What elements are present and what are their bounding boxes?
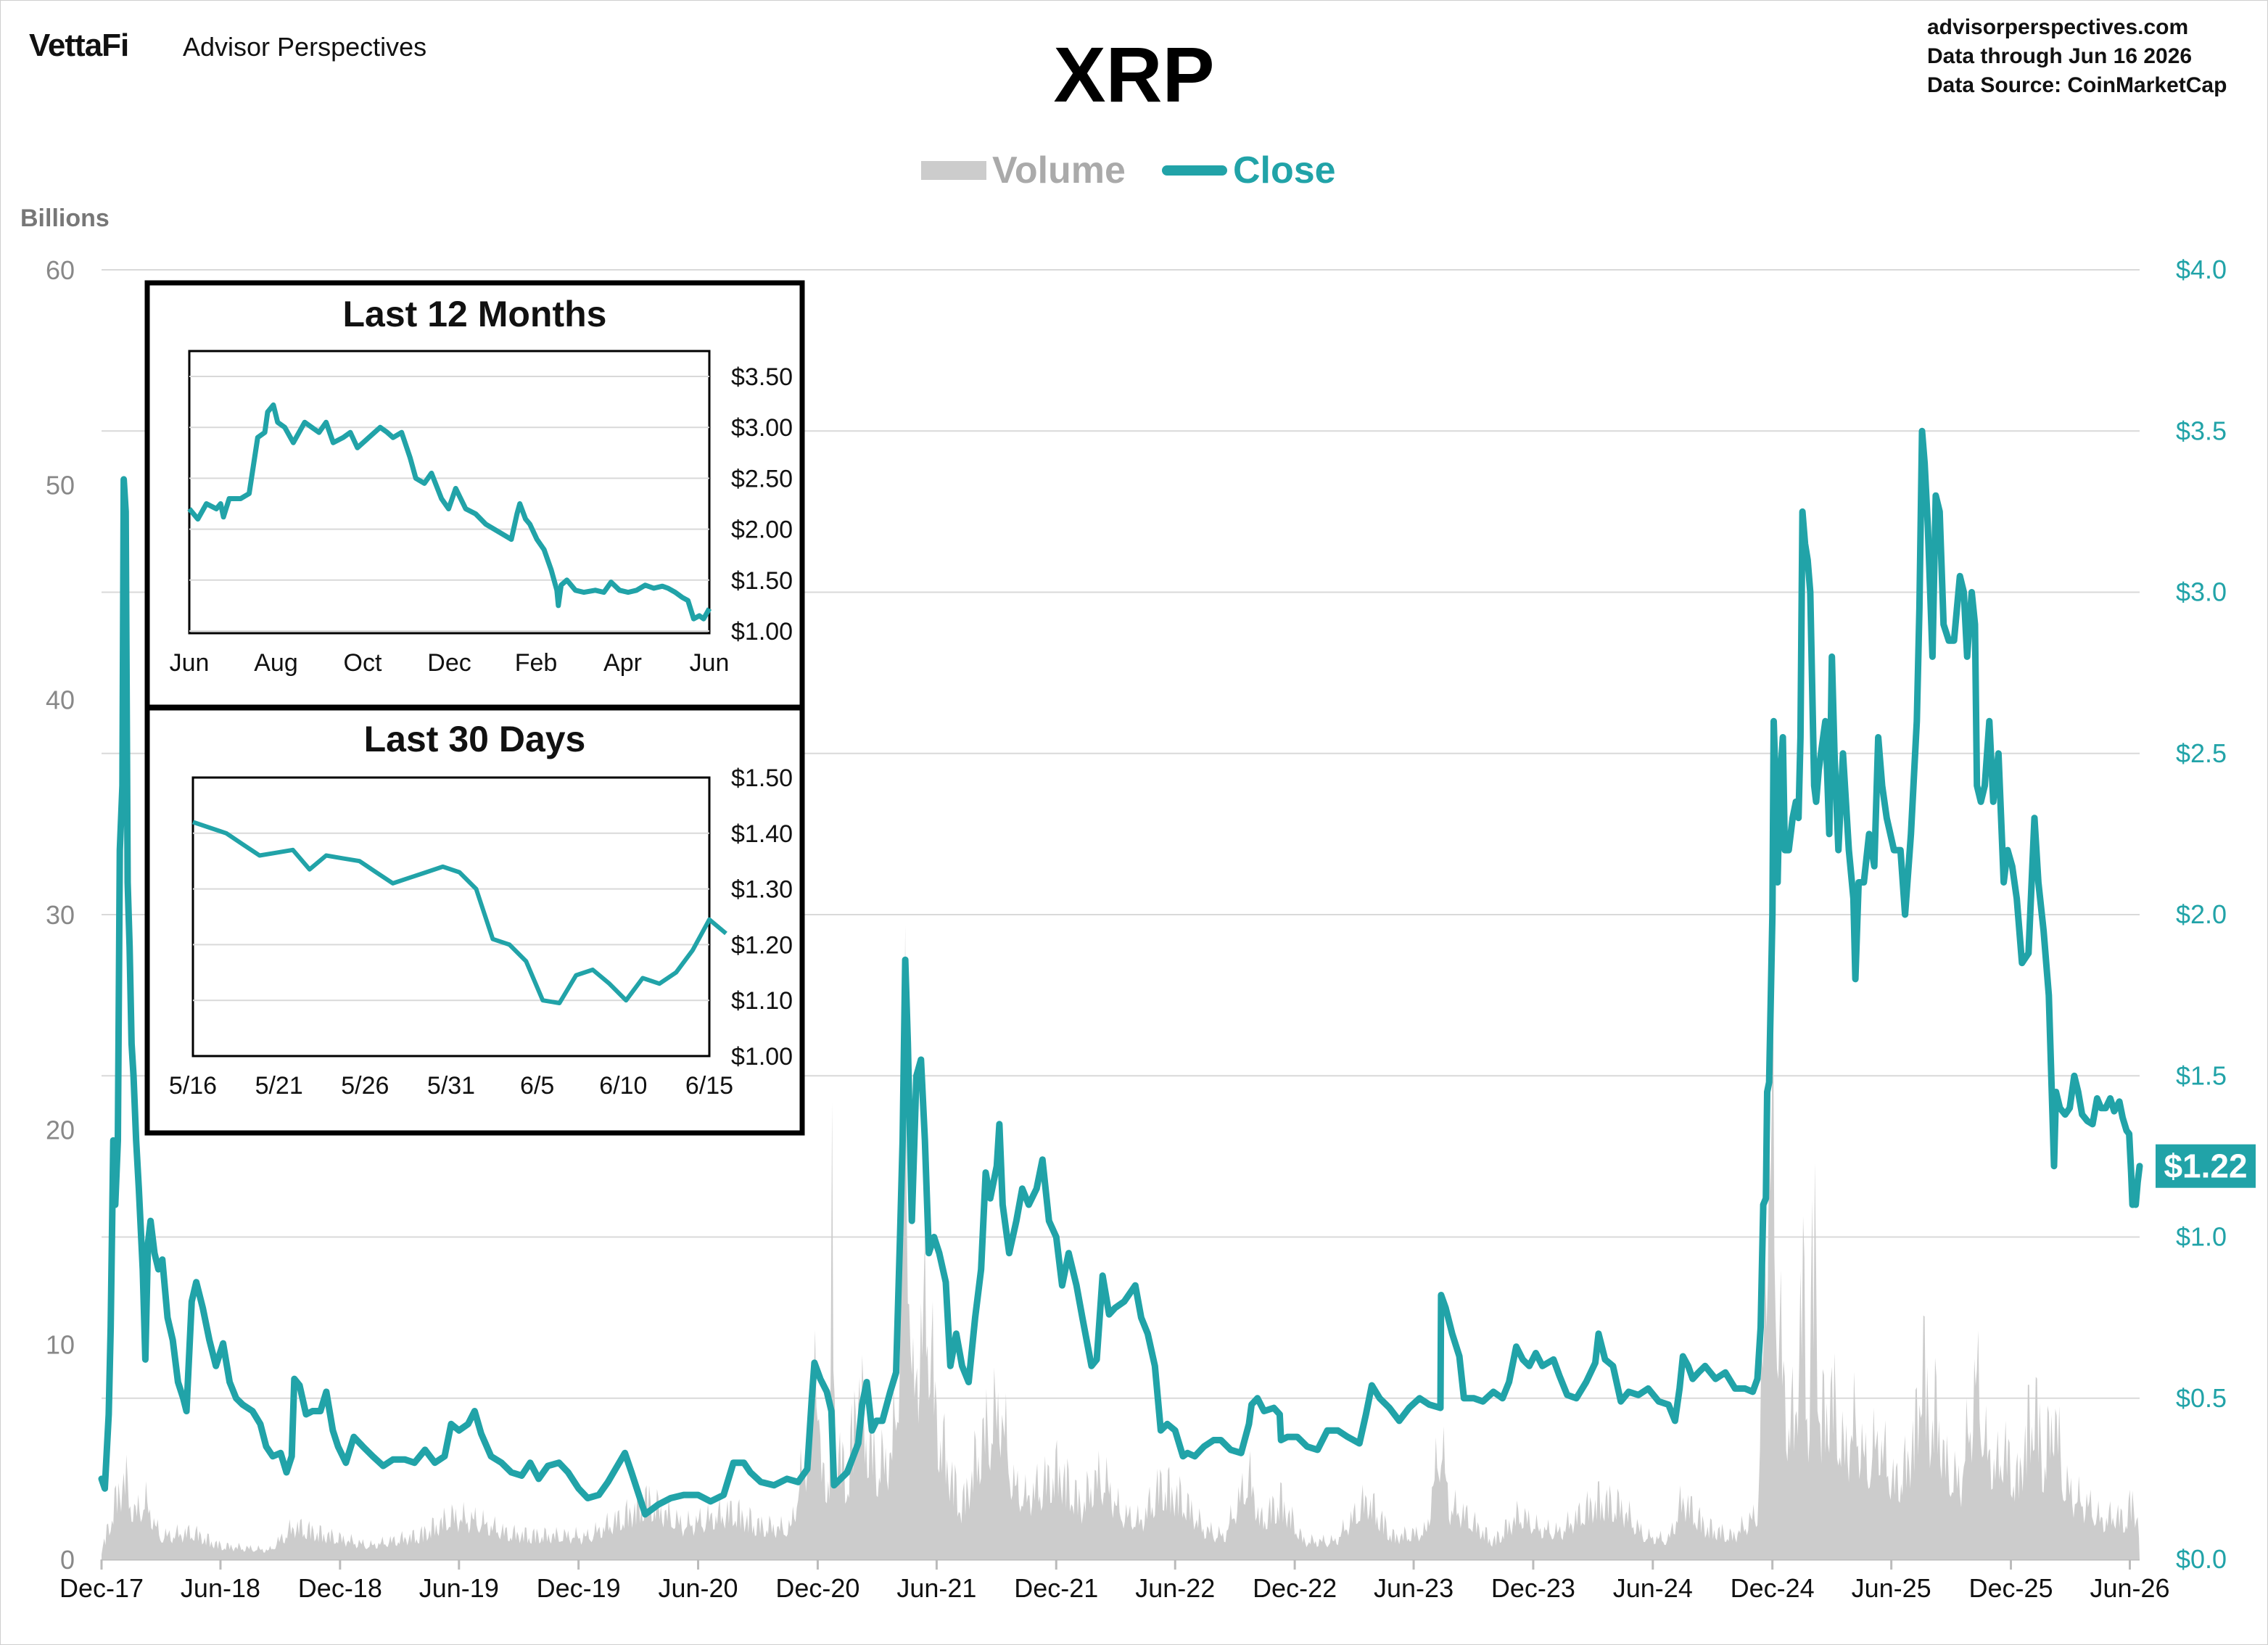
last-30-days-inset: Last 30 Days $1.00 $1.10 $1.20 $1.30 $1.40 $1.… — [144, 705, 805, 1136]
right-axis-tick-label: $2.5 — [2176, 738, 2227, 768]
brand-name: Advisor Perspectives — [183, 32, 427, 62]
last-30-days-x-tick-label: 5/31 — [427, 1072, 475, 1100]
chart-legend: Volume Close — [921, 149, 1336, 192]
legend-volume-label: Volume — [992, 149, 1126, 191]
x-tick-label: Dec-25 — [1968, 1573, 2053, 1603]
last-30-days-inset-box — [144, 705, 805, 1136]
last-30-days-x-tick-label: 5/26 — [341, 1072, 389, 1100]
last-30-days-inset-title: Last 30 Days — [364, 719, 586, 759]
data-through: Data through Jun 16 2026 — [1927, 44, 2193, 68]
x-tick-label: Dec-23 — [1491, 1573, 1575, 1603]
last-12-months-inset-title: Last 12 Months — [343, 294, 607, 334]
last-12-months-y-tick-label: $3.00 — [731, 414, 793, 442]
last-30-days-y-tick-label: $1.30 — [731, 876, 793, 904]
right-axis-tick-label: $3.0 — [2176, 577, 2227, 607]
legend-close-swatch — [1161, 165, 1227, 176]
x-tick-label: Jun-23 — [1374, 1573, 1453, 1603]
last-12-months-x-tick-label: Dec — [427, 649, 471, 677]
left-axis-tick-label: 10 — [46, 1330, 75, 1360]
close-line — [98, 427, 2143, 1518]
left-axis-tick-label: 0 — [60, 1545, 75, 1575]
right-axis-tick-label: $0.0 — [2176, 1544, 2227, 1574]
left-axis-tick-label: 60 — [46, 255, 75, 285]
last-30-days-x-tick-label: 5/16 — [169, 1072, 217, 1100]
right-axis-tick-label: $4.0 — [2176, 255, 2227, 284]
last-30-days-x-tick-label: 6/15 — [685, 1072, 733, 1100]
last-30-days-plot-frame — [191, 776, 711, 1058]
x-tick-label: Dec-19 — [537, 1573, 621, 1603]
last-30-days-y-tick-label: $1.00 — [731, 1043, 793, 1071]
last-12-months-inset-box — [144, 280, 805, 710]
x-tick-label: Jun-25 — [1852, 1573, 1931, 1603]
data-source: Data Source: CoinMarketCap — [1927, 73, 2227, 97]
x-tick-label: Dec-20 — [775, 1573, 859, 1603]
x-tick-label: Jun-19 — [419, 1573, 499, 1603]
volume-area — [102, 925, 2140, 1559]
last-30-days-y-tick-label: $1.50 — [731, 764, 793, 792]
source-info: advisorperspectives.com Data through Jun… — [1927, 13, 2232, 100]
last-30-days-x-tick-label: 6/10 — [599, 1072, 647, 1100]
x-tick-label: Jun-26 — [2090, 1573, 2169, 1603]
x-tick-label: Jun-20 — [659, 1573, 738, 1603]
last-30-days-y-tick-label: $1.20 — [731, 931, 793, 959]
last-12-months-plot-frame — [188, 350, 711, 635]
last-30-days-x-tick-label: 6/5 — [520, 1072, 554, 1100]
x-tick-label: Dec-22 — [1253, 1573, 1337, 1603]
last-12-months-close-line — [187, 402, 712, 622]
last-12-months-y-tick-label: $3.50 — [731, 363, 793, 391]
last-12-months-y-tick-label: $1.50 — [731, 567, 793, 595]
last-12-months-inset: Last 12 Months $1.00 $1.50 $2.00 $2.50 $3.00 $… — [144, 280, 805, 710]
last-close-badge — [2156, 1144, 2256, 1188]
source-site: advisorperspectives.com — [1927, 15, 2189, 39]
last-12-months-y-tick-label: $2.00 — [731, 516, 793, 544]
x-tick-label: Dec-17 — [59, 1573, 144, 1603]
last-12-months-x-tick-label: Apr — [603, 649, 642, 677]
left-axis-tick-label: 50 — [46, 470, 75, 500]
last-12-months-x-tick-label: Aug — [254, 649, 298, 677]
left-axis-label: Billions — [20, 205, 110, 232]
right-axis-tick-label: $0.5 — [2176, 1383, 2227, 1413]
chart-title: XRP — [1053, 30, 1215, 118]
x-tick-label: Jun-21 — [896, 1573, 976, 1603]
last-12-months-y-tick-label: $1.00 — [731, 618, 793, 646]
x-tick-label: Jun-24 — [1613, 1573, 1693, 1603]
last-12-months-x-tick-label: Jun — [690, 649, 730, 677]
left-axis-tick-label: 40 — [46, 685, 75, 715]
last-12-months-x-tick-label: Oct — [344, 649, 382, 677]
last-12-months-y-tick-label: $2.50 — [731, 465, 793, 492]
last-close-label: $1.22 — [2164, 1147, 2247, 1185]
last-12-months-x-tick-label: Feb — [515, 649, 558, 677]
left-axis-tick-label: 30 — [46, 900, 75, 930]
right-axis-tick-label: $1.5 — [2176, 1060, 2227, 1090]
right-axis-tick-label: $3.5 — [2176, 416, 2227, 445]
last-30-days-close-line — [192, 820, 727, 1005]
vettafi-logo: VettaFi — [29, 28, 129, 63]
right-axis-tick-label: $1.0 — [2176, 1222, 2227, 1252]
last-30-days-y-tick-label: $1.10 — [731, 987, 793, 1015]
x-tick-label: Dec-24 — [1731, 1573, 1815, 1603]
last-12-months-x-tick-label: Jun — [170, 649, 210, 677]
x-tick-label: Jun-22 — [1135, 1573, 1215, 1603]
right-axis-tick-label: $2.0 — [2176, 899, 2227, 929]
x-tick-label: Jun-18 — [181, 1573, 260, 1603]
x-tick-label: Dec-18 — [298, 1573, 382, 1603]
legend-close-label: Close — [1232, 149, 1336, 191]
legend-volume-swatch — [921, 161, 986, 180]
x-tick-label: Dec-21 — [1014, 1573, 1098, 1603]
left-axis-tick-label: 20 — [46, 1115, 75, 1145]
last-30-days-x-tick-label: 5/21 — [255, 1072, 303, 1100]
last-30-days-y-tick-label: $1.40 — [731, 820, 793, 848]
